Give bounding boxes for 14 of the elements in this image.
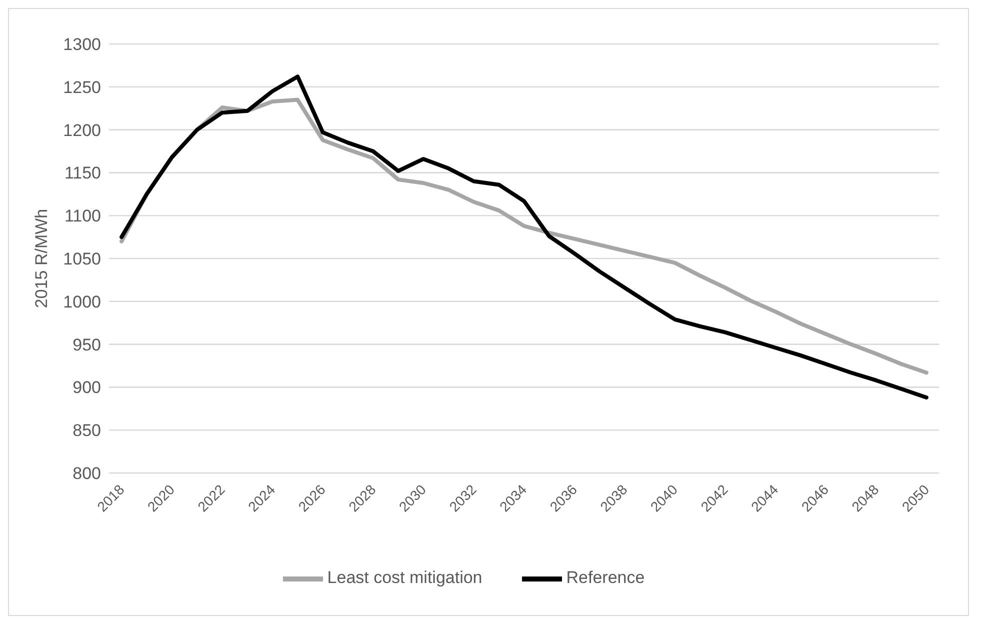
- y-axis-title: 2015 R/MWh: [32, 208, 52, 308]
- y-tick-label: 950: [72, 335, 101, 354]
- y-tick-label: 1150: [64, 164, 101, 183]
- y-tick-label: 1100: [64, 206, 101, 226]
- y-tick-label: 1250: [63, 78, 101, 97]
- y-tick-label: 850: [72, 421, 101, 440]
- y-tick-label: 800: [72, 464, 101, 484]
- y-tick-label: 1200: [63, 120, 101, 140]
- y-tick-label: 900: [72, 378, 101, 398]
- legend-label: Least cost mitigation: [327, 568, 482, 588]
- y-tick-label: 1050: [63, 250, 101, 269]
- y-tick-label: 1300: [63, 35, 101, 54]
- legend-label: Reference: [566, 568, 645, 588]
- y-tick-label: 1000: [63, 292, 101, 312]
